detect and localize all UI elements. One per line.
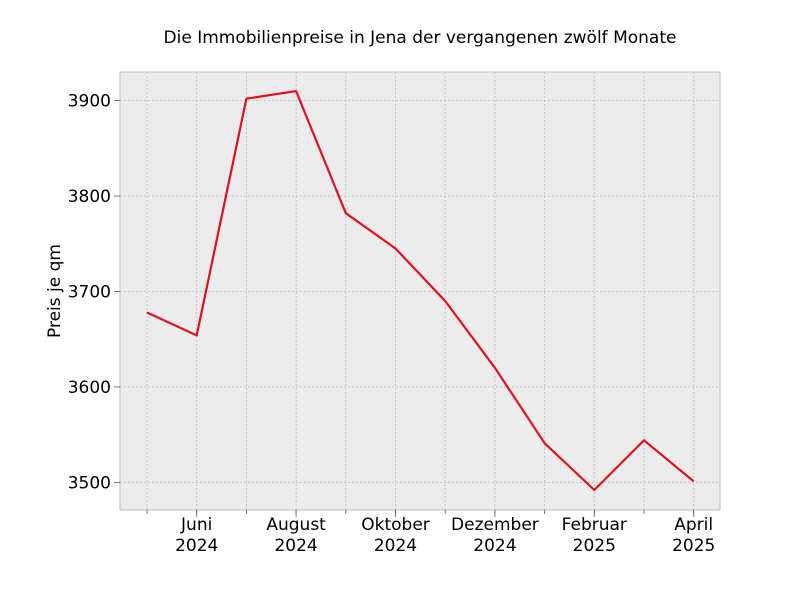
x-tick-label-month: Februar (562, 515, 627, 535)
plot-area (120, 72, 720, 510)
x-tick-label-year: 2024 (374, 536, 417, 556)
x-tick-label-month: April (674, 515, 713, 535)
x-tick-label-month: Dezember (451, 515, 539, 535)
x-tick-label-month: Oktober (361, 515, 430, 535)
x-tick-label-month: Juni (180, 515, 212, 535)
y-axis-label: Preis je qm (45, 244, 65, 338)
x-axis: Juni2024August2024Oktober2024Dezember202… (147, 510, 715, 556)
y-tick-label: 3800 (68, 187, 111, 207)
x-tick-label-month: August (266, 515, 326, 535)
y-axis: 3500 3600 3700 3800 3900 (68, 92, 120, 494)
x-tick-label-year: 2024 (175, 536, 218, 556)
x-tick-label-year: 2025 (672, 536, 715, 556)
x-tick-label-year: 2024 (274, 536, 317, 556)
y-tick-label: 3900 (68, 92, 111, 112)
y-tick-label: 3500 (68, 473, 111, 493)
x-tick-label-year: 2024 (473, 536, 516, 556)
y-tick-label: 3600 (68, 378, 111, 398)
y-tick-label: 3700 (68, 282, 111, 302)
x-tick-label-year: 2025 (573, 536, 616, 556)
chart-title: Die Immobilienpreise in Jena der vergang… (164, 28, 677, 48)
